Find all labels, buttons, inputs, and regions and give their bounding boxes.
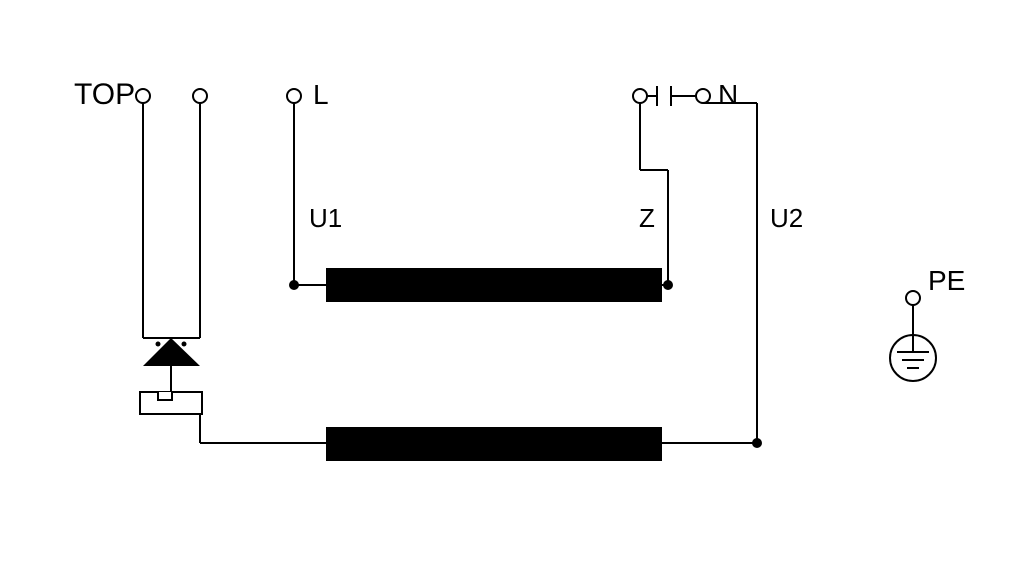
label-L: L <box>313 79 329 110</box>
circuit-diagram: TOP L N PE U1 Z U2 <box>0 0 1024 569</box>
node-nU1 <box>289 280 299 290</box>
node-nZ <box>663 280 673 290</box>
terminal-L <box>287 89 301 103</box>
thermostat-dot <box>182 342 187 347</box>
terminal-N <box>696 89 710 103</box>
heating-element-bottom <box>326 427 662 461</box>
label-top: TOP <box>74 78 135 111</box>
thermostat-dot <box>156 342 161 347</box>
terminal-PE <box>906 291 920 305</box>
terminal-cap1 <box>633 89 647 103</box>
label-PE: PE <box>928 265 965 296</box>
terminal-top2 <box>193 89 207 103</box>
thermostat-notch <box>158 392 172 400</box>
node-nU2 <box>752 438 762 448</box>
thermostat-arrow-icon <box>143 338 200 366</box>
label-Z: Z <box>639 203 655 233</box>
label-U2: U2 <box>770 203 803 233</box>
terminal-top1 <box>136 89 150 103</box>
label-N: N <box>718 79 738 110</box>
heating-element-top <box>326 268 662 302</box>
label-U1: U1 <box>309 203 342 233</box>
